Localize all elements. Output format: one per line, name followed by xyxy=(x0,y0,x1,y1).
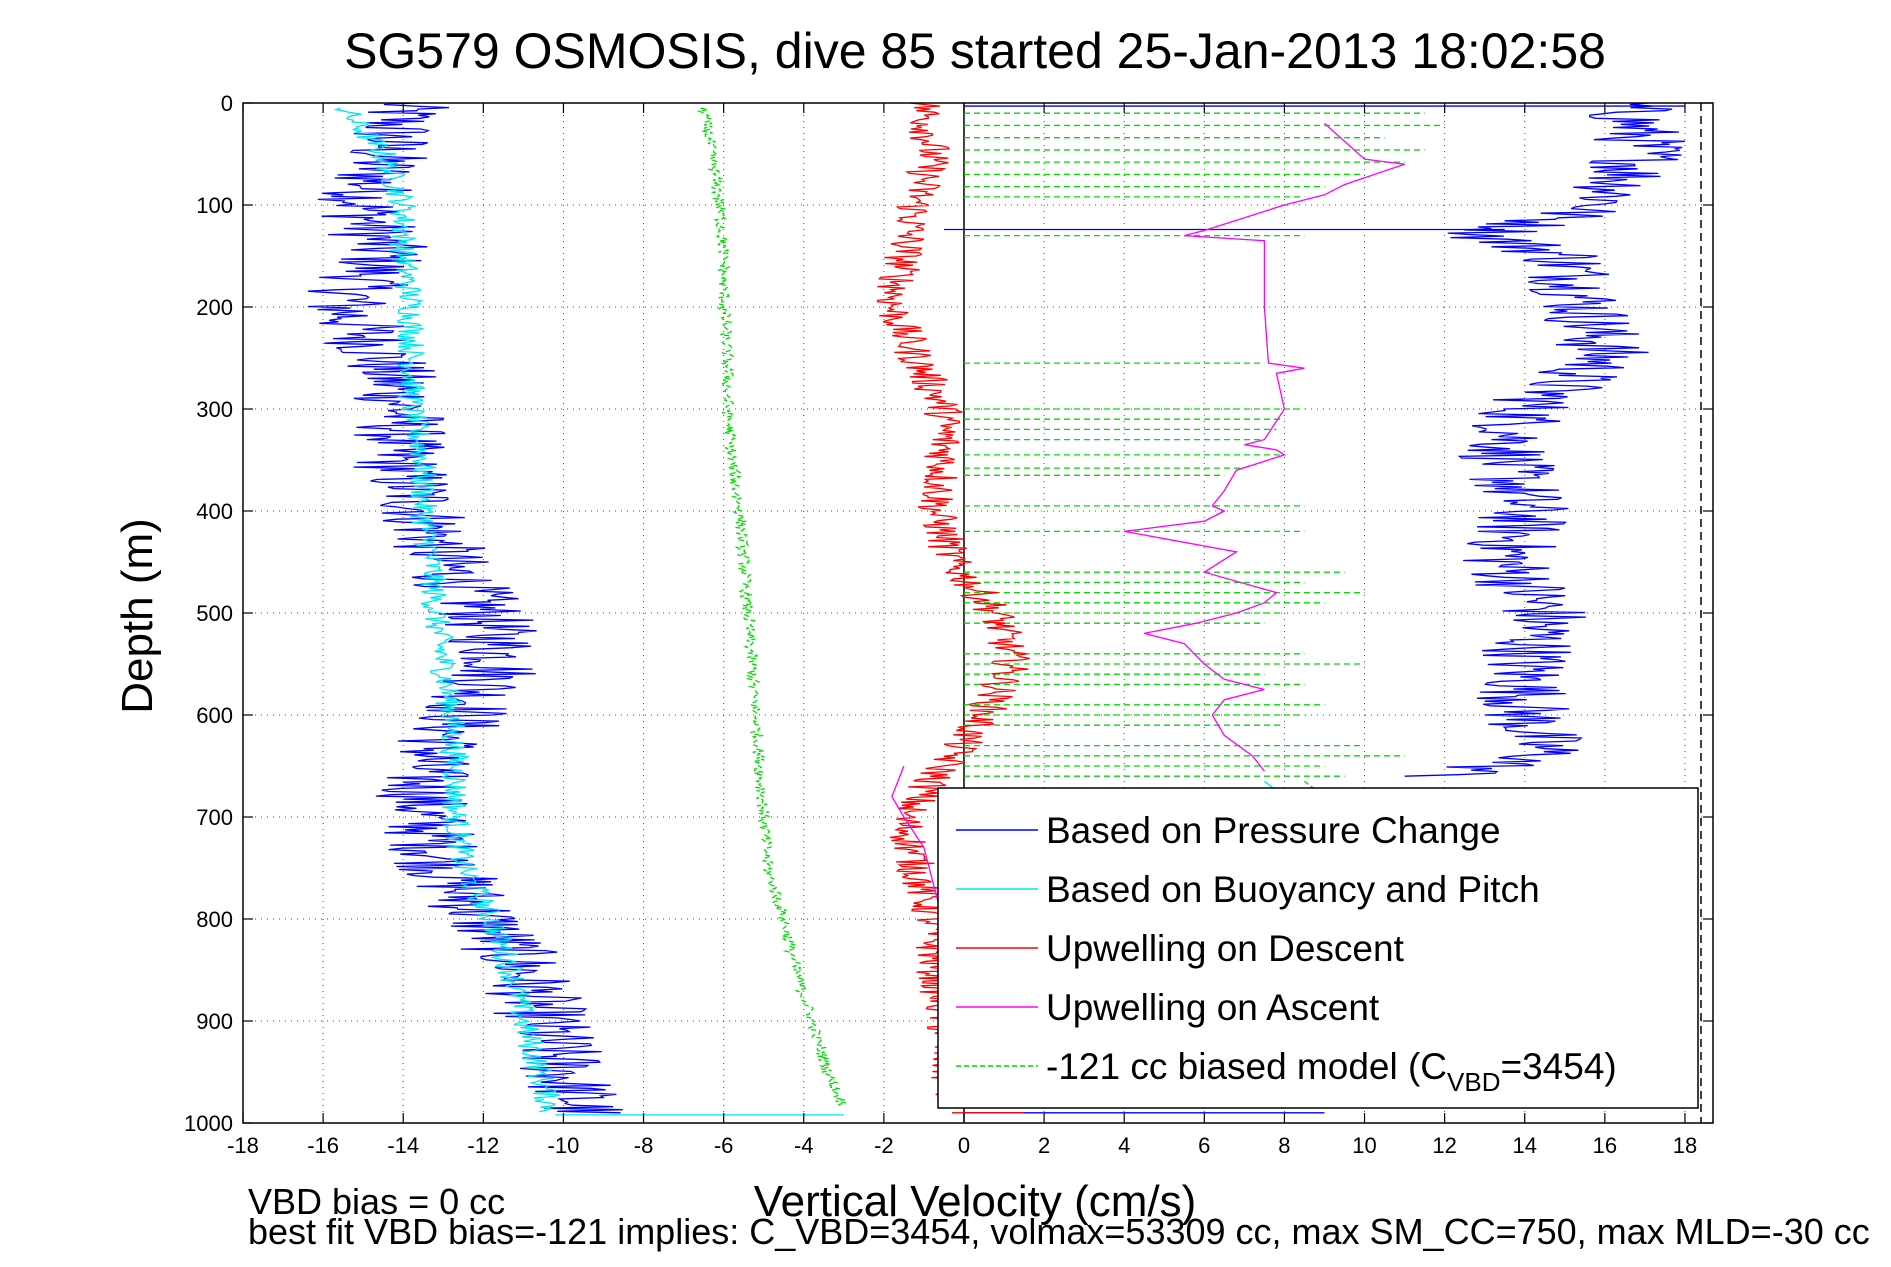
y-tick-label: 900 xyxy=(196,1009,233,1034)
legend-label: -121 cc biased model (CVBD=3454) xyxy=(1046,1046,1617,1097)
x-tick-label: 0 xyxy=(958,1133,970,1158)
y-tick-label: 400 xyxy=(196,499,233,524)
x-tick-label: -2 xyxy=(874,1133,894,1158)
footer-best-fit: best fit VBD bias=-121 implies: C_VBD=34… xyxy=(248,1211,1870,1252)
legend-label: Upwelling on Ascent xyxy=(1046,987,1380,1028)
y-axis-label: Depth (m) xyxy=(113,518,162,714)
legend-box xyxy=(937,787,1699,1109)
legend-label: Based on Buoyancy and Pitch xyxy=(1046,869,1540,910)
x-tick-label: -18 xyxy=(227,1133,259,1158)
x-tick-label: 12 xyxy=(1432,1133,1456,1158)
legend-label: Based on Pressure Change xyxy=(1046,810,1501,851)
x-tick-label: -12 xyxy=(467,1133,499,1158)
x-tick-label: 18 xyxy=(1673,1133,1697,1158)
y-tick-label: 1000 xyxy=(184,1111,233,1136)
x-tick-label: -16 xyxy=(307,1133,339,1158)
series-line-3-1 xyxy=(1124,122,1405,772)
y-tick-label: 500 xyxy=(196,601,233,626)
axes: -18 -16 -14 -12 -10 -8 -6 -4 -2 0 2 4 6 8 10 12 14 16 18 0 1… xyxy=(184,91,1714,1158)
y-tick-label: 700 xyxy=(196,805,233,830)
footer-vbd-bias: VBD bias = 0 cc xyxy=(248,1181,506,1222)
x-tick-label: 16 xyxy=(1593,1133,1617,1158)
x-tick-label: 14 xyxy=(1513,1133,1537,1158)
x-tick-label: 6 xyxy=(1198,1133,1210,1158)
y-tick-label: 600 xyxy=(196,703,233,728)
x-tick-label: -8 xyxy=(634,1133,654,1158)
chart-title: SG579 OSMOSIS, dive 85 started 25-Jan-20… xyxy=(344,23,1606,79)
series-line-4-0 xyxy=(696,107,847,1108)
series-line-1-0 xyxy=(333,107,560,1113)
legend-label: Upwelling on Descent xyxy=(1046,928,1405,969)
y-tick-label: 200 xyxy=(196,295,233,320)
x-axis-label: Vertical Velocity (cm/s) xyxy=(754,1177,1197,1226)
legend: Based on Pressure Change Based on Buoyanc… xyxy=(937,787,1699,1109)
x-tick-label: 4 xyxy=(1118,1133,1130,1158)
y-tick-label: 0 xyxy=(221,91,233,116)
x-tick-label: -4 xyxy=(794,1133,814,1158)
x-tick-label: -14 xyxy=(387,1133,419,1158)
y-tick-label: 300 xyxy=(196,397,233,422)
y-tick-label: 800 xyxy=(196,907,233,932)
x-tick-label: 2 xyxy=(1038,1133,1050,1158)
x-tick-label: -6 xyxy=(714,1133,734,1158)
x-tick-label: 8 xyxy=(1278,1133,1290,1158)
y-tick-label: 100 xyxy=(196,193,233,218)
x-tick-label: 10 xyxy=(1352,1133,1376,1158)
series-line-0-1 xyxy=(1404,102,1686,777)
series-line-0-0 xyxy=(307,102,623,1114)
x-tick-label: -10 xyxy=(548,1133,580,1158)
